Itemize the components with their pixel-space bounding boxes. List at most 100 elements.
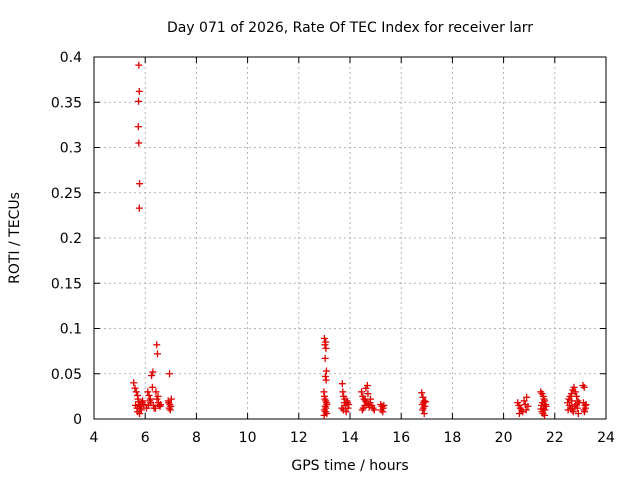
data-point — [573, 404, 581, 412]
data-point — [522, 406, 530, 414]
data-point — [321, 354, 329, 362]
data-point — [135, 139, 143, 147]
data-point — [320, 411, 328, 419]
data-point — [137, 406, 145, 414]
x-tick-label: 14 — [341, 430, 359, 446]
data-point — [140, 401, 148, 409]
data-point — [572, 401, 580, 409]
data-point — [322, 344, 330, 352]
x-tick-label: 6 — [141, 430, 150, 446]
x-tick-label: 8 — [192, 430, 201, 446]
data-point — [322, 376, 330, 384]
data-point — [136, 180, 144, 188]
y-tick-label: 0.25 — [51, 186, 82, 202]
data-point — [422, 398, 430, 406]
data-point — [321, 372, 329, 380]
data-point — [580, 408, 588, 416]
y-tick-label: 0.1 — [60, 322, 82, 338]
x-tick-label: 10 — [239, 430, 257, 446]
data-point — [343, 397, 351, 405]
data-point — [567, 390, 575, 398]
data-point — [133, 404, 141, 412]
data-point — [419, 406, 427, 414]
data-point — [144, 388, 152, 396]
data-point — [157, 401, 165, 409]
data-point — [580, 383, 588, 391]
data-point — [152, 388, 160, 396]
data-point — [364, 390, 372, 398]
data-point — [541, 411, 549, 419]
data-point — [149, 368, 157, 376]
data-point — [166, 406, 174, 414]
data-point — [131, 384, 139, 392]
data-point — [345, 401, 353, 409]
x-tick-label: 4 — [90, 430, 99, 446]
data-point — [358, 406, 366, 414]
data-point — [542, 402, 550, 410]
y-tick-label: 0.35 — [51, 95, 82, 111]
data-point — [130, 379, 138, 387]
data-point — [569, 408, 577, 416]
data-point — [338, 380, 346, 388]
data-point — [420, 410, 428, 418]
x-tick-label: 20 — [495, 430, 513, 446]
data-point — [520, 397, 528, 405]
data-point — [135, 204, 143, 212]
data-point — [167, 395, 175, 403]
data-point — [370, 406, 378, 414]
data-point — [568, 397, 576, 405]
data-points — [130, 61, 590, 419]
data-point — [146, 397, 154, 405]
data-point — [419, 393, 427, 401]
y-axis: 0 0.05 0.1 0.15 0.2 0.25 0.3 0.35 0.4 — [51, 50, 606, 428]
data-point — [339, 388, 347, 396]
y-tick-label: 0.2 — [60, 231, 82, 247]
y-tick-label: 0.3 — [60, 141, 82, 157]
data-point — [358, 388, 366, 396]
data-point — [148, 372, 156, 380]
data-point — [134, 123, 142, 131]
data-point — [524, 402, 532, 410]
data-point — [132, 388, 140, 396]
plot-frame — [93, 56, 607, 420]
y-tick-label: 0.15 — [51, 276, 82, 292]
data-point — [136, 410, 144, 418]
data-point — [320, 334, 328, 342]
data-point — [363, 382, 371, 390]
x-tick-label: 12 — [290, 430, 308, 446]
x-tick-label: 22 — [546, 430, 564, 446]
x-tick-label: 24 — [597, 430, 615, 446]
data-point — [537, 405, 545, 413]
data-point — [571, 388, 579, 396]
data-point — [135, 61, 143, 69]
data-point — [153, 350, 161, 358]
data-point — [135, 87, 143, 95]
data-point — [151, 404, 159, 412]
data-point — [523, 393, 531, 401]
data-point — [135, 97, 143, 105]
data-point — [153, 341, 161, 349]
data-point — [342, 408, 350, 416]
y-axis-title: ROTI / TECUs — [7, 192, 23, 284]
data-point — [418, 389, 426, 397]
data-point — [564, 406, 572, 414]
data-point — [153, 395, 161, 403]
data-point — [574, 410, 582, 418]
x-axis: 4 6 8 10 12 14 16 18 20 22 24 — [90, 57, 615, 446]
data-point — [380, 401, 388, 409]
data-point — [148, 383, 156, 391]
data-point — [322, 367, 330, 375]
data-point — [379, 408, 387, 416]
data-point — [570, 383, 578, 391]
data-point — [321, 341, 329, 349]
data-point — [145, 391, 153, 399]
grid — [94, 57, 606, 419]
y-tick-label: 0.4 — [60, 50, 82, 66]
data-point — [155, 401, 163, 409]
x-tick-label: 18 — [443, 430, 461, 446]
y-tick-label: 0.05 — [51, 367, 82, 383]
x-tick-label: 16 — [392, 430, 410, 446]
data-point — [515, 410, 523, 418]
data-point — [573, 392, 581, 400]
